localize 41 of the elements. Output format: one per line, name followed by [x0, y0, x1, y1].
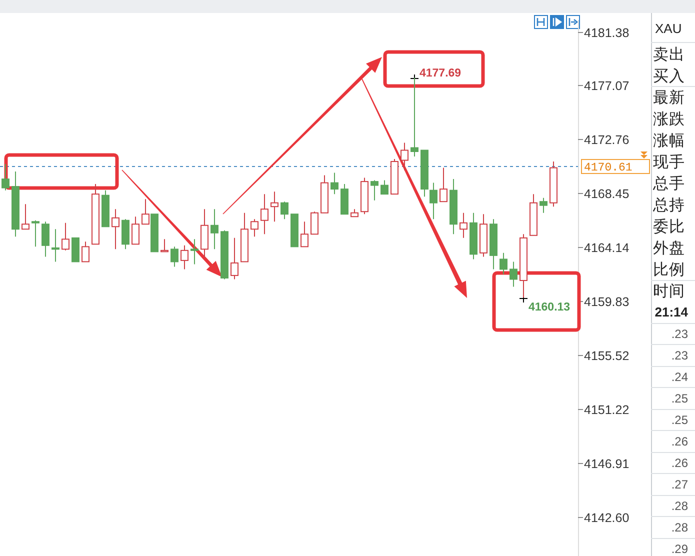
y-tick-label: 4155.52: [584, 349, 630, 363]
annotation: 4160.13: [519, 294, 570, 314]
panel-text: 总持: [653, 197, 685, 214]
panel-text: .24: [671, 370, 688, 384]
panel-title: XAU: [655, 21, 682, 36]
panel-text: 涨跌: [653, 111, 685, 128]
panel-text: .26: [671, 434, 688, 448]
panel-text: .27: [671, 478, 688, 492]
annotation: 4177.69: [410, 68, 462, 83]
panel-text: 比例: [653, 262, 685, 278]
y-tick-label: 4164.14: [584, 241, 630, 255]
panel-text: .28: [671, 520, 688, 534]
y-tick-label: 4172.76: [584, 133, 630, 147]
panel-text: 最新: [653, 90, 685, 106]
panel-text: 卖出: [653, 46, 685, 64]
panel-text: .28: [671, 499, 688, 513]
y-tick-label: 4181.38: [584, 26, 630, 40]
panel-text: 涨幅: [653, 132, 685, 150]
panel-text: .26: [671, 456, 688, 470]
panel-text: .23: [671, 327, 688, 341]
y-tick-label: 4142.60: [584, 511, 630, 525]
annotation: 4177.69: [420, 68, 462, 80]
panel-text: 时间: [653, 283, 685, 300]
panel-text: 21:14: [654, 304, 688, 320]
panel-text: 外盘: [653, 240, 685, 257]
ref-line-label: 4170.61: [584, 162, 632, 174]
ref-line-label: 4170.61: [581, 159, 650, 174]
panel-text: 买入: [653, 68, 685, 85]
panel-text: 委比: [653, 218, 685, 236]
panel-text: .25: [671, 413, 688, 427]
panel-text: 现手: [653, 154, 685, 171]
y-tick-label: 4177.07: [584, 79, 630, 93]
y-tick-label: 4168.45: [584, 187, 630, 201]
y-tick-label: 4159.83: [584, 295, 630, 309]
y-tick-label: 4151.22: [584, 403, 630, 417]
panel-text: .29: [671, 542, 688, 556]
panel-text: .23: [671, 348, 688, 362]
y-tick-label: 4146.91: [584, 457, 630, 471]
panel-text: .25: [671, 392, 688, 406]
annotation: 4160.13: [528, 302, 570, 314]
panel-text: 总手: [653, 176, 685, 192]
